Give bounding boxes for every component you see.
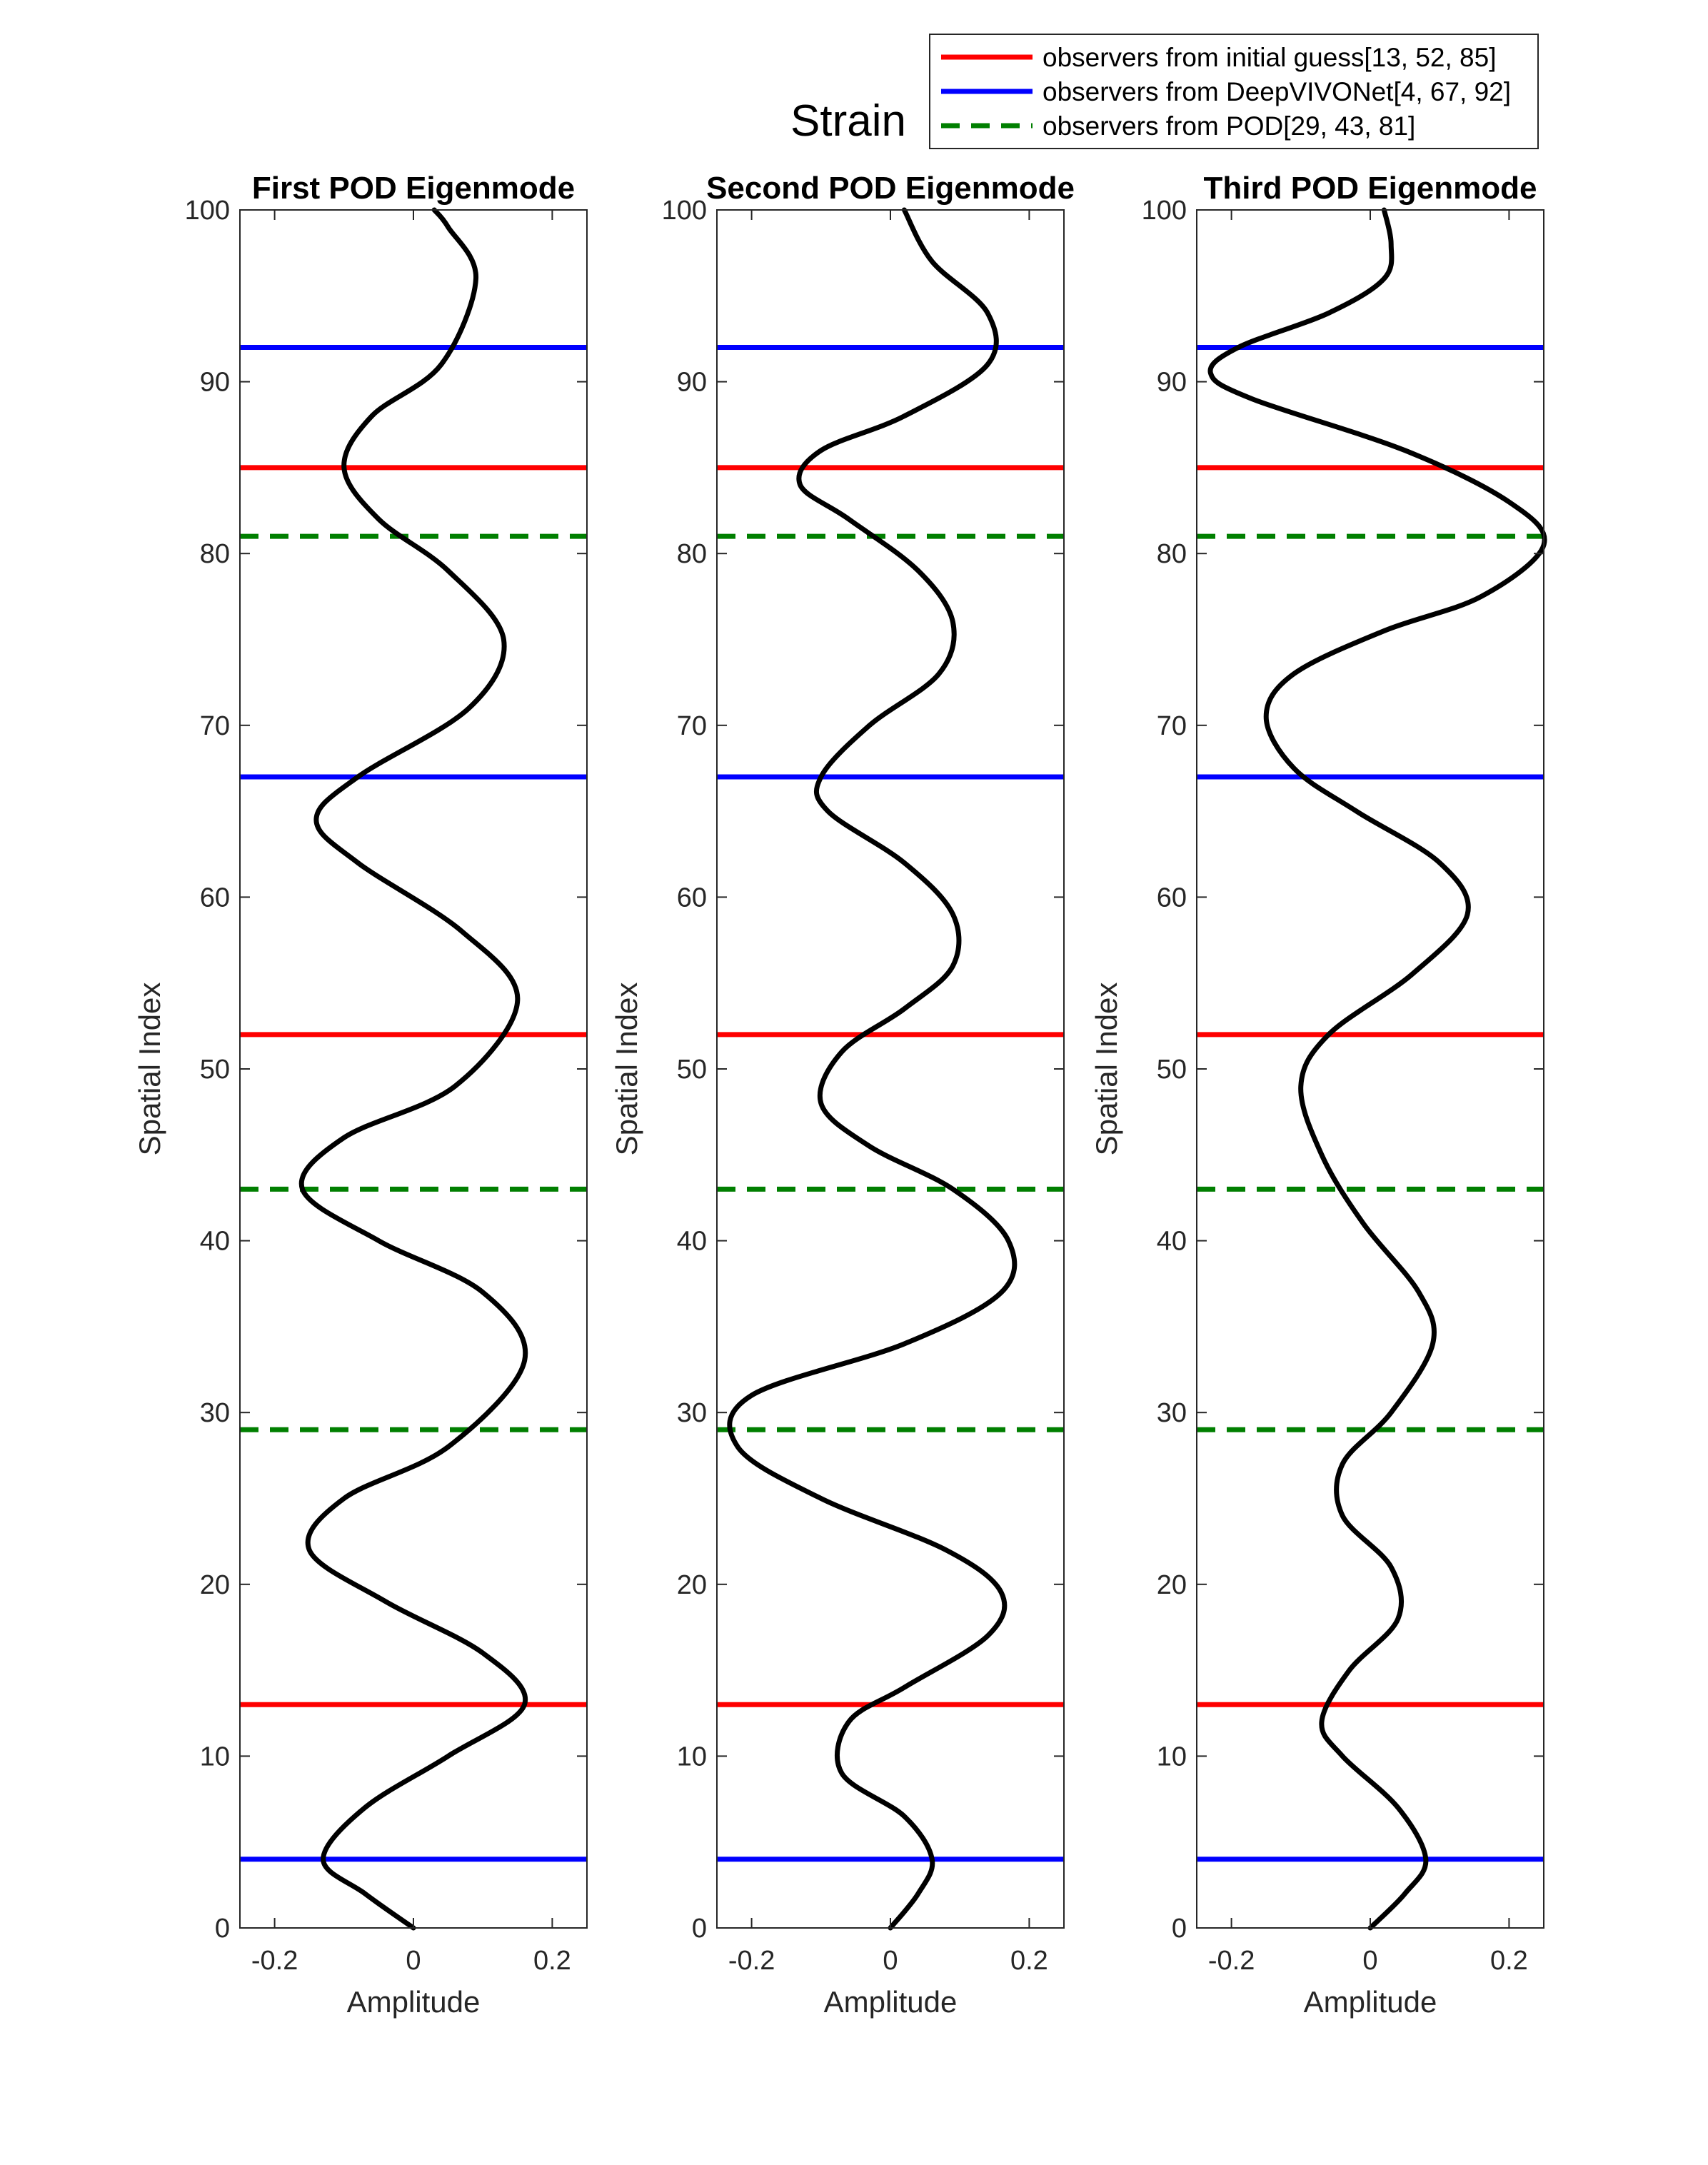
y-tick-label: 70 — [200, 711, 230, 741]
legend-label-pod: observers from POD[29, 43, 81] — [1043, 111, 1415, 141]
y-axis-label: Spatial Index — [610, 983, 643, 1156]
x-axis-label: Amplitude — [347, 1985, 481, 2019]
y-tick-label: 60 — [200, 883, 230, 913]
y-tick-label: 80 — [677, 539, 707, 569]
panel-first-pod-eigenmode: 0 10 20 30 40 50 60 70 80 90 100 -0.2 0 0.2 First POD … — [133, 171, 588, 2019]
y-axis-label: Spatial Index — [133, 983, 166, 1156]
y-tick-label: 0 — [692, 1914, 707, 1944]
y-tick-label: 60 — [1157, 883, 1187, 913]
y-tick-label: 30 — [1157, 1398, 1187, 1428]
x-tick-label: 0.2 — [1010, 1946, 1048, 1976]
y-tick-label: 10 — [200, 1742, 230, 1772]
y-tick-label: 30 — [677, 1398, 707, 1428]
y-tick-label: 70 — [677, 711, 707, 741]
panel-second-pod-eigenmode: 0 10 20 30 40 50 60 70 80 90 100 -0.2 0 0.2 Second POD… — [610, 171, 1075, 2019]
y-tick-label: 50 — [1157, 1055, 1187, 1085]
x-axis-label: Amplitude — [1304, 1985, 1437, 2019]
y-tick-label: 90 — [1157, 368, 1187, 398]
y-tick-label: 100 — [1142, 196, 1187, 226]
panel-title: Second POD Eigenmode — [706, 171, 1075, 206]
y-axis-label: Spatial Index — [1090, 983, 1123, 1156]
y-tick-label: 0 — [1172, 1914, 1187, 1944]
x-tick-label: -0.2 — [1208, 1946, 1255, 1976]
panel-title: First POD Eigenmode — [252, 171, 575, 206]
x-tick-label: -0.2 — [251, 1946, 298, 1976]
y-tick-label: 90 — [677, 368, 707, 398]
y-tick-label: 100 — [185, 196, 230, 226]
y-tick-label: 30 — [200, 1398, 230, 1428]
y-tick-label: 50 — [677, 1055, 707, 1085]
eigenmode-curve — [1207, 207, 1547, 1931]
x-tick-label: 0 — [406, 1946, 421, 1976]
legend-item-deepvivonet: observers from DeepVIVONet[4, 67, 92] — [941, 77, 1511, 106]
eigenmode-curve — [727, 207, 1018, 1931]
legend-item-pod: observers from POD[29, 43, 81] — [941, 111, 1415, 141]
y-tick-label: 0 — [215, 1914, 230, 1944]
x-tick-label: 0 — [883, 1946, 898, 1976]
y-tick-label: 40 — [200, 1227, 230, 1257]
panel-title: Third POD Eigenmode — [1204, 171, 1537, 206]
y-tick-label: 20 — [677, 1570, 707, 1600]
y-tick-label: 70 — [1157, 711, 1187, 741]
legend-label-initial-guess: observers from initial guess[13, 52, 85] — [1043, 43, 1497, 72]
y-tick-label: 80 — [200, 539, 230, 569]
x-tick-label: 0.2 — [1490, 1946, 1528, 1976]
y-tick-label: 20 — [200, 1570, 230, 1600]
x-axis-label: Amplitude — [824, 1985, 958, 2019]
eigenmode-curve — [298, 207, 528, 1931]
y-tick-label: 40 — [677, 1227, 707, 1257]
y-tick-label: 60 — [677, 883, 707, 913]
legend: observers from initial guess[13, 52, 85]… — [929, 34, 1539, 149]
y-tick-label: 10 — [1157, 1742, 1187, 1772]
y-tick-label: 40 — [1157, 1227, 1187, 1257]
x-tick-label: 0 — [1362, 1946, 1377, 1976]
y-tick-label: 20 — [1157, 1570, 1187, 1600]
y-tick-label: 50 — [200, 1055, 230, 1085]
x-tick-label: 0.2 — [533, 1946, 571, 1976]
panel-third-pod-eigenmode: 0 10 20 30 40 50 60 70 80 90 100 -0.2 0 0.2 Third POD … — [1090, 171, 1547, 2019]
y-tick-label: 80 — [1157, 539, 1187, 569]
legend-label-deepvivonet: observers from DeepVIVONet[4, 67, 92] — [1043, 77, 1511, 106]
y-tick-label: 100 — [662, 196, 707, 226]
x-tick-label: -0.2 — [728, 1946, 775, 1976]
figure-title: Strain — [790, 96, 906, 146]
y-tick-label: 90 — [200, 368, 230, 398]
legend-item-initial-guess: observers from initial guess[13, 52, 85] — [941, 43, 1497, 72]
y-tick-label: 10 — [677, 1742, 707, 1772]
